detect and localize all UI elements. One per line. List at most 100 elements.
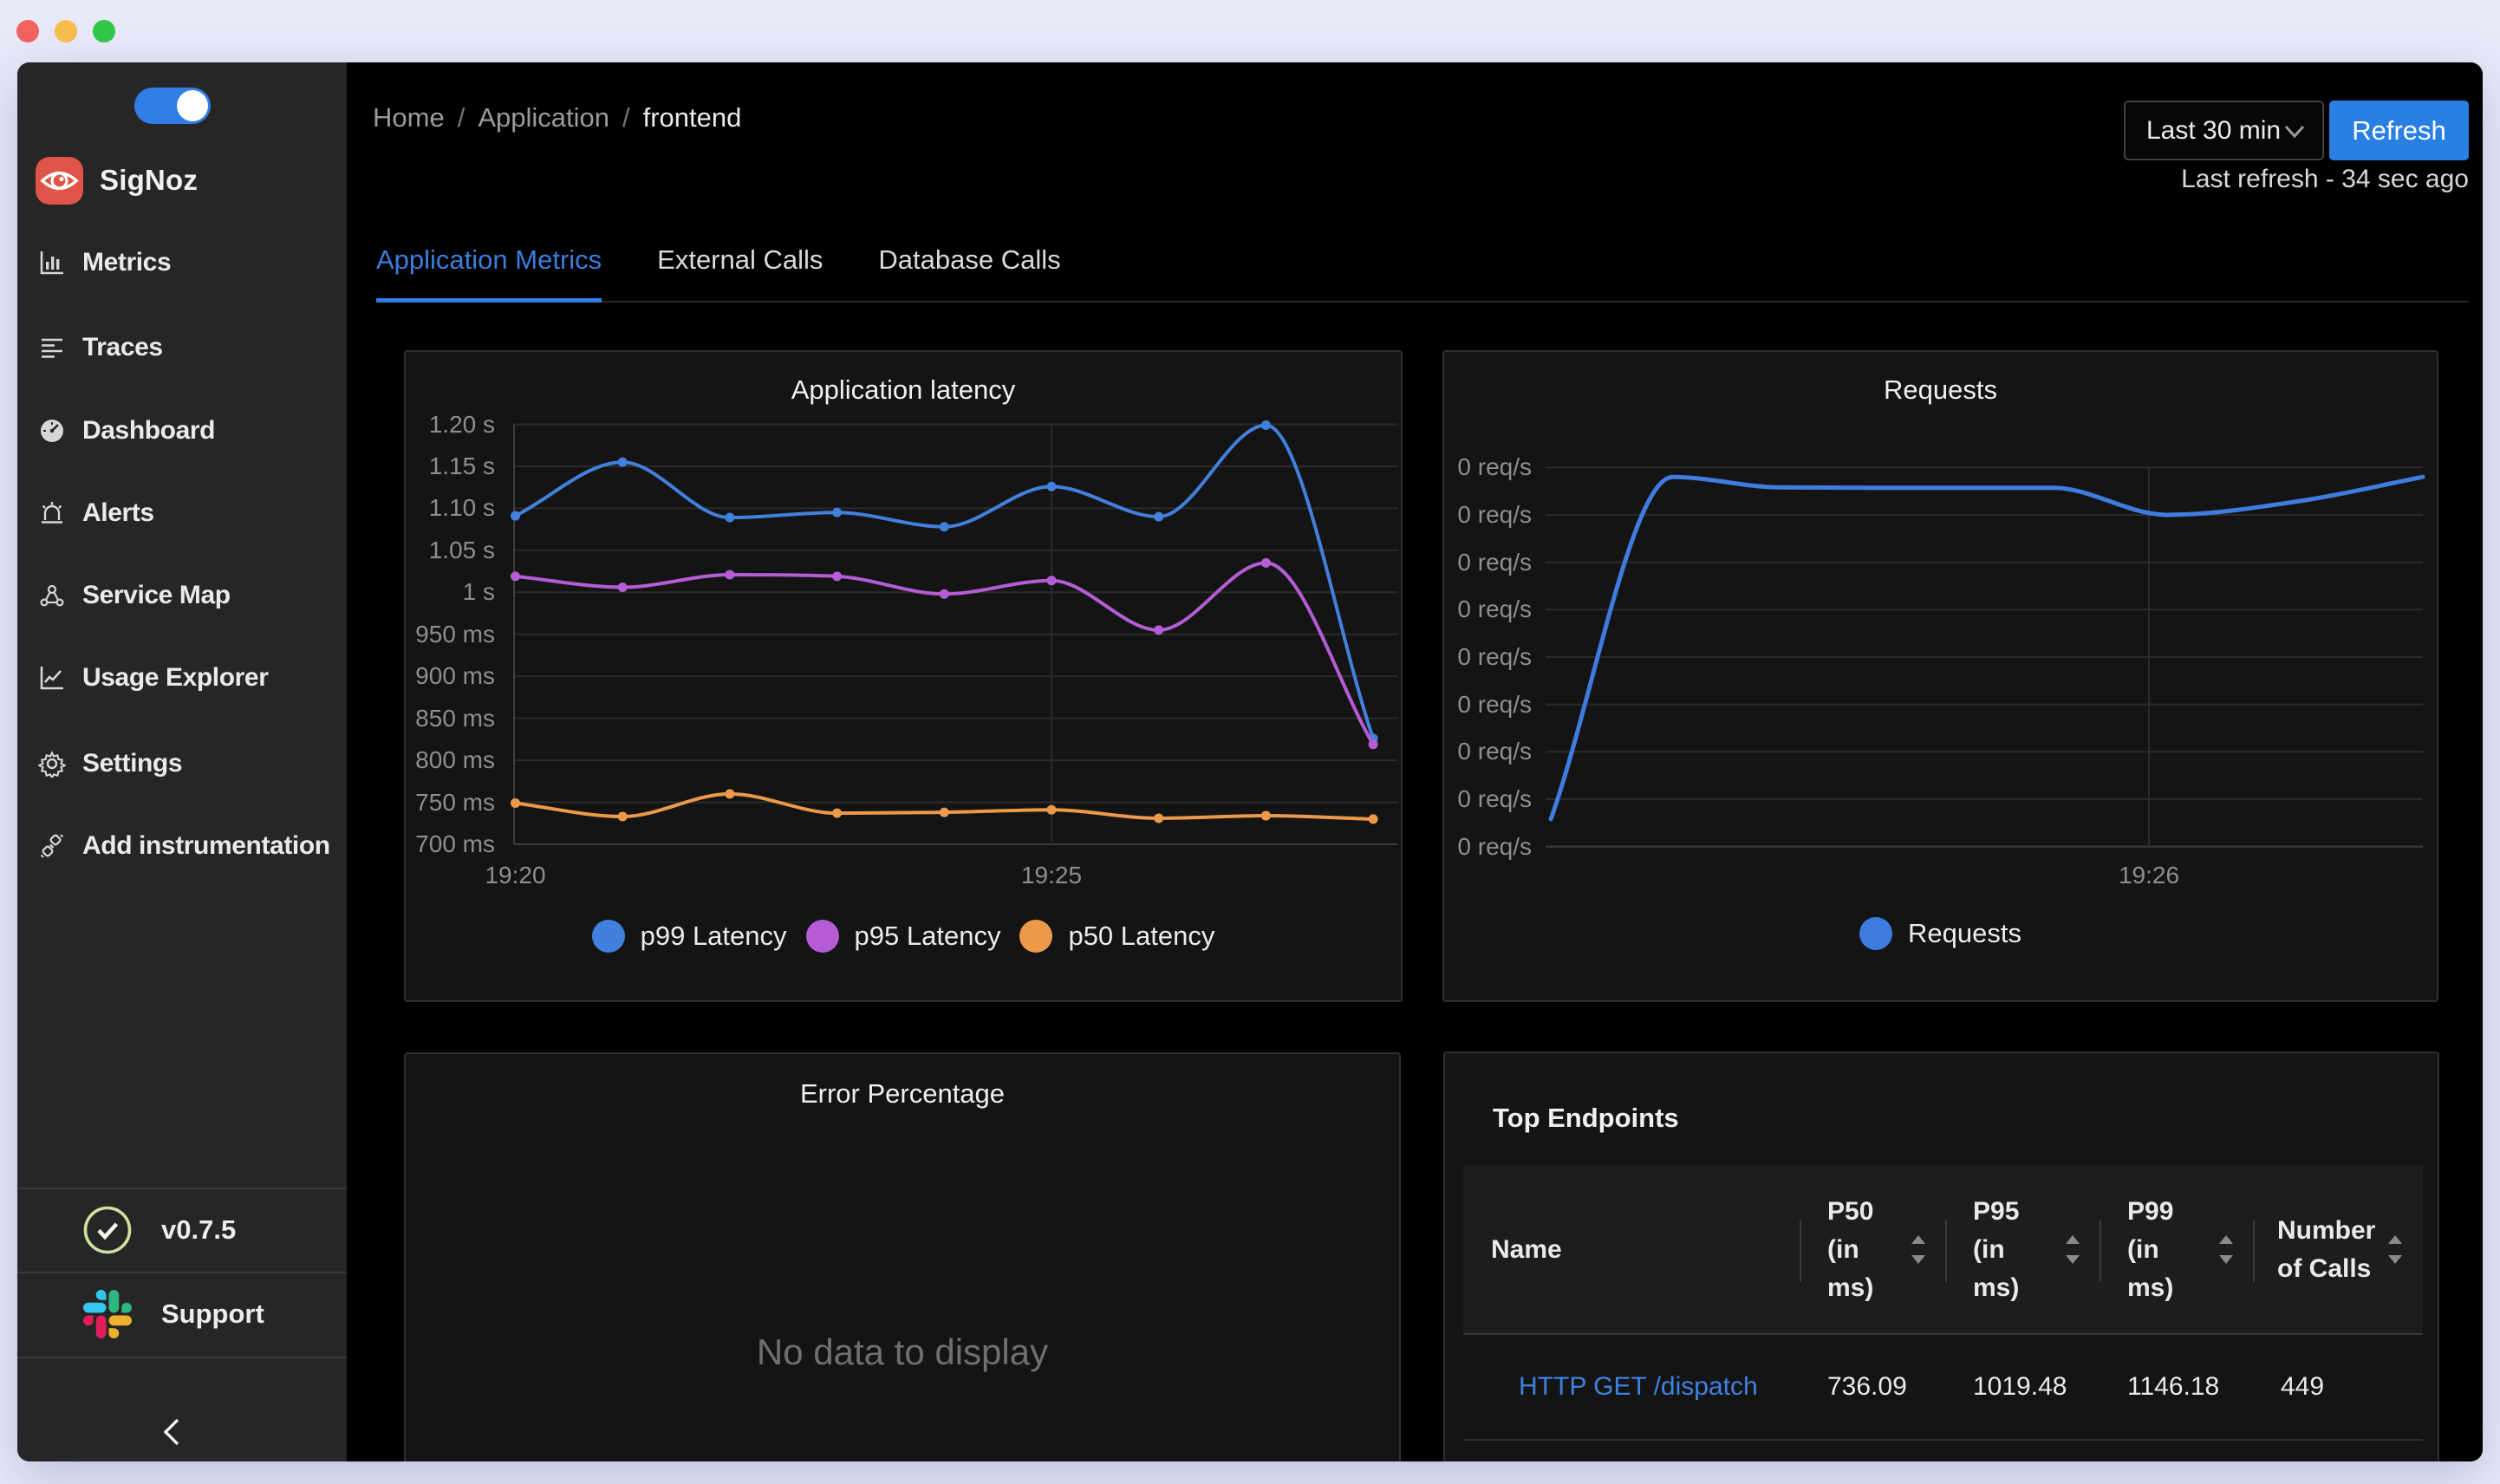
tab-external-calls[interactable]: External Calls (657, 244, 824, 275)
y-axis-tick-label: 0 req/s (1457, 832, 1532, 860)
breadcrumb-separator: / (622, 102, 630, 133)
toggle-knob (177, 90, 208, 121)
tab-database-calls[interactable]: Database Calls (878, 244, 1061, 275)
sidebar-item-alerts[interactable]: Alerts (17, 485, 347, 541)
deployment-unit-icon (38, 582, 66, 609)
y-axis-tick-label: 0 req/s (1457, 500, 1532, 528)
last-refresh-text: Last refresh - 34 sec ago (2181, 165, 2469, 193)
column-header-p50[interactable]: P50 (in ms) (1800, 1166, 1946, 1333)
window-traffic-lights (16, 20, 115, 42)
y-axis-tick-label: 1.10 s (428, 494, 495, 522)
sidebar-item-service-map[interactable]: Service Map (17, 568, 347, 623)
legend-dot (1019, 920, 1053, 953)
y-axis-tick-label: 0 req/s (1457, 784, 1532, 812)
endpoints-table: Name P50 (in ms) P95 (in ms) (1463, 1166, 2423, 1441)
sidebar-item-add-instrumentation[interactable]: Add instrumentation (17, 818, 347, 874)
dashboard-gauge-icon (38, 417, 66, 445)
chart-title: Application latency (791, 374, 1016, 405)
column-header-p95[interactable]: P95 (in ms) (1946, 1166, 2100, 1333)
panel-top-endpoints: Top Endpoints Name P50 (in ms) P95 (i (1443, 1051, 2439, 1461)
chevron-down-icon (2284, 125, 2305, 139)
column-header-name[interactable]: Name (1491, 1234, 1562, 1264)
breadcrumb-home[interactable]: Home (373, 102, 445, 133)
refresh-button[interactable]: Refresh (2329, 101, 2469, 160)
sort-icon (2064, 1234, 2081, 1265)
x-axis-tick-label: 19:26 (2118, 862, 2180, 888)
zoom-window-icon[interactable] (93, 20, 115, 42)
endpoint-link[interactable]: HTTP GET /dispatch (1519, 1372, 1758, 1401)
sidebar-item-usage-explorer[interactable]: Usage Explorer (17, 650, 347, 706)
legend-dot (591, 920, 625, 953)
sort-icon (2217, 1234, 2235, 1265)
support-label: Support (161, 1298, 264, 1329)
no-data-text: No data to display (756, 1331, 1049, 1372)
legend-dot (805, 920, 839, 953)
sort-icon (1910, 1234, 1927, 1265)
column-separator (2253, 1220, 2255, 1282)
minimize-window-icon[interactable] (55, 20, 77, 42)
legend-item[interactable]: p50 Latency (1019, 920, 1214, 953)
version-row[interactable]: v0.7.5 (17, 1188, 347, 1272)
column-separator (2100, 1220, 2101, 1282)
column-separator (1945, 1220, 1947, 1282)
brand[interactable]: SigNoz (36, 156, 198, 205)
y-axis-tick-label: 0 req/s (1457, 690, 1532, 718)
breadcrumb-application[interactable]: Application (478, 102, 609, 133)
sidebar-item-dashboard[interactable]: Dashboard (17, 403, 347, 459)
y-axis-tick-label: 0 req/s (1457, 738, 1532, 765)
time-range-value: Last 30 min (2146, 115, 2282, 145)
legend-label: p50 Latency (1068, 921, 1215, 951)
chart-title: Error Percentage (799, 1078, 1006, 1109)
support-row[interactable]: Support (17, 1272, 347, 1357)
api-plug-icon (38, 832, 66, 860)
legend-label: Requests (1908, 918, 2021, 948)
application-latency-chart (511, 420, 1397, 845)
legend-item[interactable]: p95 Latency (805, 920, 1000, 953)
brand-name: SigNoz (100, 164, 199, 196)
p95-value: 1019.48 (1973, 1372, 2067, 1401)
active-tab-ink-bar (376, 298, 602, 303)
breadcrumb-separator: / (457, 102, 465, 133)
column-header-p99[interactable]: P99 (in ms) (2100, 1166, 2254, 1333)
y-axis-tick-label: 0 req/s (1457, 453, 1532, 481)
check-circle-icon (82, 1205, 133, 1255)
signoz-logo-icon (36, 156, 83, 205)
y-axis-tick-label: 1.15 s (428, 452, 495, 479)
line-chart-icon (38, 664, 66, 692)
x-axis-tick-label: 19:20 (485, 862, 546, 888)
y-axis-tick-label: 950 ms (415, 620, 495, 648)
y-axis-tick-label: 750 ms (415, 788, 495, 816)
tab-bar: Application Metrics External Calls Datab… (376, 218, 2469, 303)
version-label: v0.7.5 (161, 1214, 237, 1245)
p50-value: 736.09 (1827, 1372, 1907, 1401)
main-content: Home / Application / frontend Last 30 mi… (347, 62, 2483, 1461)
sidebar-item-traces[interactable]: Traces (17, 320, 347, 375)
legend-item[interactable]: Requests (1859, 917, 2021, 950)
x-axis-tick-label: 19:25 (1020, 862, 1083, 888)
breadcrumb: Home / Application / frontend (373, 102, 741, 133)
tab-application-metrics[interactable]: Application Metrics (376, 218, 602, 303)
time-range-select[interactable]: Last 30 min (2124, 101, 2324, 160)
sidebar-divider (17, 1357, 347, 1358)
y-axis-tick-label: 0 req/s (1457, 642, 1532, 670)
p99-value: 1146.18 (2127, 1372, 2220, 1401)
close-window-icon[interactable] (16, 20, 39, 42)
legend-dot (1859, 917, 1893, 950)
gear-icon (38, 750, 66, 778)
sidebar-item-metrics[interactable]: Metrics (17, 235, 347, 290)
panel-application-latency: Application latency 1.20 s 1.15 s 1.10 s 1.… (404, 350, 1403, 1002)
column-separator (1800, 1220, 1801, 1282)
collapse-sidebar-button[interactable] (144, 1408, 199, 1456)
y-axis-tick-label: 1.20 s (428, 410, 495, 438)
theme-toggle[interactable] (134, 88, 211, 124)
align-left-icon (38, 334, 66, 361)
legend-item[interactable]: p99 Latency (591, 920, 787, 953)
app-window: SigNoz Metrics Traces Dashboard (17, 62, 2483, 1461)
y-axis-tick-label: 900 ms (415, 662, 495, 690)
alert-siren-icon (38, 499, 66, 527)
chevron-left-icon (163, 1418, 179, 1446)
y-axis-tick-label: 800 ms (415, 746, 495, 774)
y-axis-tick-label: 0 req/s (1457, 596, 1532, 623)
sidebar-item-settings[interactable]: Settings (17, 736, 347, 791)
column-header-number-of-calls[interactable]: Number of Calls (2254, 1166, 2423, 1333)
